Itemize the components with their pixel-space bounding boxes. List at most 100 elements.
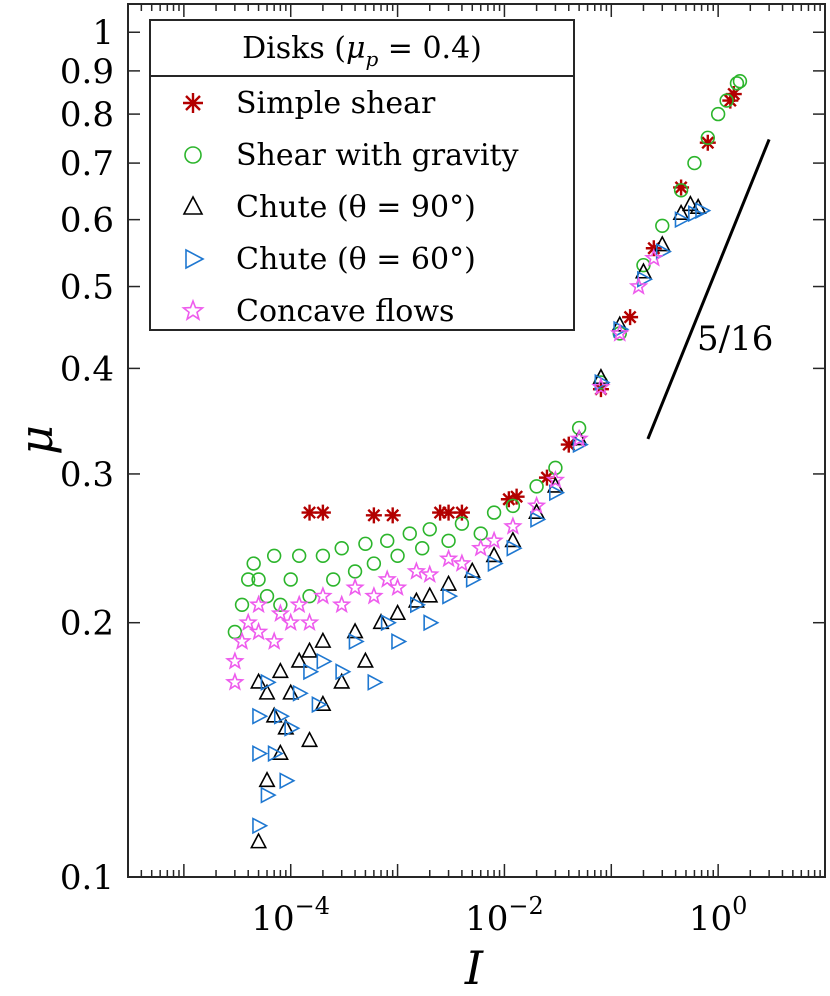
data-point	[335, 663, 352, 681]
y-tick-label: 0.2	[60, 604, 114, 644]
data-point	[463, 561, 481, 578]
data-point	[260, 786, 277, 804]
data-point	[508, 488, 525, 505]
data-point	[432, 504, 449, 521]
y-tick-label: 1	[92, 13, 114, 53]
data-point	[314, 694, 332, 711]
data-point	[729, 76, 745, 91]
data-point	[313, 585, 333, 605]
data-point	[290, 651, 308, 668]
data-point	[258, 683, 276, 700]
data-point	[301, 641, 319, 658]
data-point	[315, 548, 331, 564]
data-point	[380, 614, 397, 632]
series-0	[301, 86, 742, 524]
data-point	[674, 211, 691, 229]
data-point	[331, 594, 352, 614]
data-point	[390, 548, 405, 564]
data-point	[442, 587, 459, 605]
data-point	[500, 491, 517, 508]
data-point	[241, 572, 256, 587]
data-point	[695, 202, 712, 220]
data-point	[248, 621, 269, 641]
legend-label-3: Chute (θ = 60°)	[236, 242, 476, 277]
data-point	[366, 556, 382, 571]
data-point	[486, 505, 502, 520]
y-tick-label: 0.4	[60, 349, 114, 389]
data-point	[421, 586, 439, 603]
data-point	[440, 504, 457, 521]
data-point	[409, 596, 427, 614]
legend-marker-3	[185, 248, 205, 270]
data-point	[225, 671, 245, 691]
data-point	[549, 484, 566, 502]
data-point	[506, 539, 523, 557]
data-point	[232, 631, 252, 650]
slope-annotation-label: 5/16	[697, 319, 773, 359]
data-point	[622, 309, 639, 326]
data-point	[250, 832, 268, 849]
y-axis-label: μ	[9, 425, 63, 455]
data-point	[238, 612, 258, 632]
ticks-layer: 0.1 0.2 0.3 0.4 0.5 0.6 0.7 0.80.91 10−4 10−2 100	[60, 4, 826, 939]
legend-items: Simple shear Shear with gravity Chute (θ =…	[181, 86, 519, 329]
data-point	[266, 548, 282, 564]
data-point	[725, 86, 742, 103]
data-point	[273, 597, 288, 613]
data-point	[484, 530, 504, 550]
data-point	[419, 564, 440, 583]
data-point	[258, 771, 276, 788]
data-point	[271, 743, 289, 760]
data-point	[270, 603, 291, 622]
data-point	[644, 248, 664, 267]
data-point	[326, 572, 341, 587]
x-tick-label: 10−4	[251, 892, 330, 939]
data-point	[365, 507, 382, 524]
legend-marker-2	[182, 195, 204, 215]
data-point	[280, 612, 301, 632]
legend-marker-4	[181, 298, 205, 321]
data-point	[279, 772, 296, 790]
data-point	[367, 673, 384, 691]
y-tick-label: 0.1	[60, 858, 114, 898]
data-point	[503, 516, 523, 535]
data-point	[560, 436, 577, 453]
data-point	[609, 323, 630, 342]
data-point	[571, 420, 587, 436]
data-point	[260, 673, 277, 691]
series-layer	[225, 74, 748, 849]
data-point	[407, 591, 425, 608]
data-point	[487, 555, 504, 573]
data-point	[634, 262, 652, 279]
data-point	[454, 516, 470, 531]
data-point	[722, 92, 739, 109]
data-point	[526, 495, 547, 515]
data-point	[301, 504, 318, 521]
data-point	[264, 631, 284, 650]
x-tick-label: 100	[689, 892, 748, 939]
data-point	[681, 194, 699, 212]
data-point	[732, 74, 748, 89]
data-point	[391, 632, 408, 651]
data-point	[699, 134, 716, 151]
data-point	[333, 672, 351, 689]
data-point	[316, 652, 333, 670]
data-point	[302, 588, 317, 604]
data-point	[530, 510, 547, 528]
data-point	[358, 536, 373, 551]
data-point	[284, 719, 301, 737]
legend-label-2: Chute (θ = 90°)	[236, 190, 476, 225]
series-3	[252, 202, 712, 835]
y-tick-label: 0.9	[60, 52, 114, 92]
data-point	[252, 745, 269, 763]
data-point	[364, 585, 384, 605]
data-point	[545, 469, 566, 489]
data-point	[594, 373, 611, 391]
data-point	[452, 553, 472, 572]
data-point	[246, 556, 261, 571]
legend-label-0: Simple shear	[236, 86, 436, 121]
data-point	[301, 730, 319, 748]
legend-label-4: Concave flows	[236, 294, 454, 329]
data-point	[380, 533, 395, 549]
